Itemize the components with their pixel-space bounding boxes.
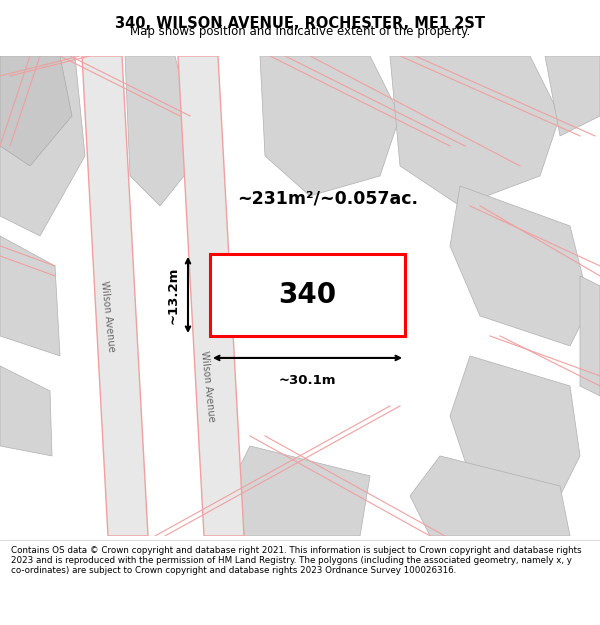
Polygon shape [390,56,560,206]
Text: 340: 340 [278,281,337,309]
Polygon shape [0,56,72,166]
Polygon shape [545,56,600,136]
Polygon shape [0,366,52,456]
Polygon shape [82,56,148,536]
Polygon shape [260,56,400,196]
Polygon shape [580,276,600,396]
Text: ~231m²/~0.057ac.: ~231m²/~0.057ac. [237,190,418,208]
Text: Map shows position and indicative extent of the property.: Map shows position and indicative extent… [130,25,470,38]
Bar [210,254,405,336]
Polygon shape [450,356,580,496]
Text: Wilson Avenue: Wilson Avenue [99,280,117,352]
Text: ~13.2m: ~13.2m [167,266,180,324]
Polygon shape [0,56,85,236]
Text: Wilson Avenue: Wilson Avenue [199,350,217,422]
Text: ~30.1m: ~30.1m [279,374,336,387]
Polygon shape [450,186,590,346]
Polygon shape [0,236,60,356]
Polygon shape [125,56,200,206]
Text: Contains OS data © Crown copyright and database right 2021. This information is : Contains OS data © Crown copyright and d… [11,546,581,576]
Text: 340, WILSON AVENUE, ROCHESTER, ME1 2ST: 340, WILSON AVENUE, ROCHESTER, ME1 2ST [115,16,485,31]
Polygon shape [178,56,244,536]
Polygon shape [410,456,570,536]
Polygon shape [230,446,370,536]
